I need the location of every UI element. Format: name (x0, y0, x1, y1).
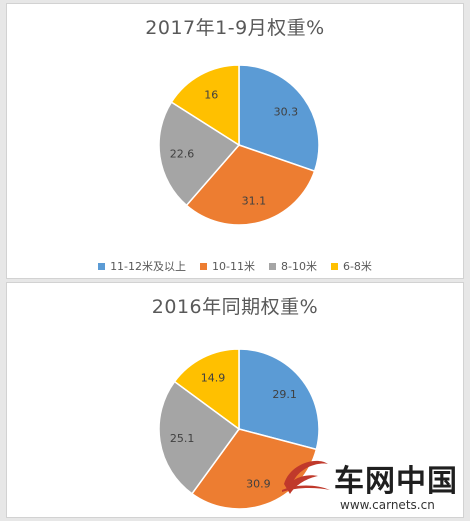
pie-slice-4 (173, 348, 240, 431)
data-label-3: 22.6 (170, 147, 195, 160)
pie-slice-3 (158, 101, 241, 207)
legend-label: 11-12米及以上 (110, 260, 187, 273)
data-label-1: 29.1 (272, 388, 297, 401)
legend-swatch-gray (269, 262, 276, 270)
legend-item-11-12: 11-12米及以上 (98, 258, 186, 274)
legend-item-10-11: 10-11米 (200, 258, 255, 274)
data-label-1: 30.3 (274, 106, 299, 119)
data-label-4: 14.9 (201, 372, 226, 385)
legend-item-8-10: 8-10米 (269, 258, 317, 274)
legend-swatch-blue (98, 262, 106, 270)
pie-slice-1 (238, 348, 320, 451)
legend-label: 6-8米 (342, 260, 372, 273)
legend-label: 10-11米 (212, 260, 255, 273)
watermark: 车网中国 www.carnets.cn (280, 452, 466, 518)
pie-slice-3 (158, 380, 241, 495)
chart-panel-2017: 2017年1-9月权重% 30.3 31.1 22.6 16 11-12米及以上 10… (6, 3, 464, 279)
pie-slice-1 (238, 64, 320, 173)
data-label-4: 16 (204, 89, 218, 102)
chart-title-2017: 2017年1-9月权重% (145, 17, 325, 39)
legend-item-6-8: 6-8米 (330, 258, 372, 274)
pie-chart-2017: 30.3 31.1 22.6 16 (158, 64, 320, 226)
chart-title-2016: 2016年同期权重% (151, 296, 319, 318)
pie-slice-4 (170, 64, 240, 147)
watermark-url: www.carnets.cn (340, 498, 435, 512)
data-label-2: 30.9 (246, 477, 271, 490)
legend-label: 8-10米 (281, 260, 317, 273)
pie-slice-2 (185, 144, 316, 226)
chart-legend: 11-12米及以上 10-11米 8-10米 6-8米 (7, 258, 463, 274)
car-logo-icon (282, 460, 330, 494)
data-label-2: 31.1 (242, 195, 267, 208)
legend-swatch-orange (200, 262, 208, 270)
watermark-brand: 车网中国 (334, 464, 458, 499)
data-label-3: 25.1 (170, 432, 195, 445)
legend-swatch-yellow (330, 262, 338, 270)
